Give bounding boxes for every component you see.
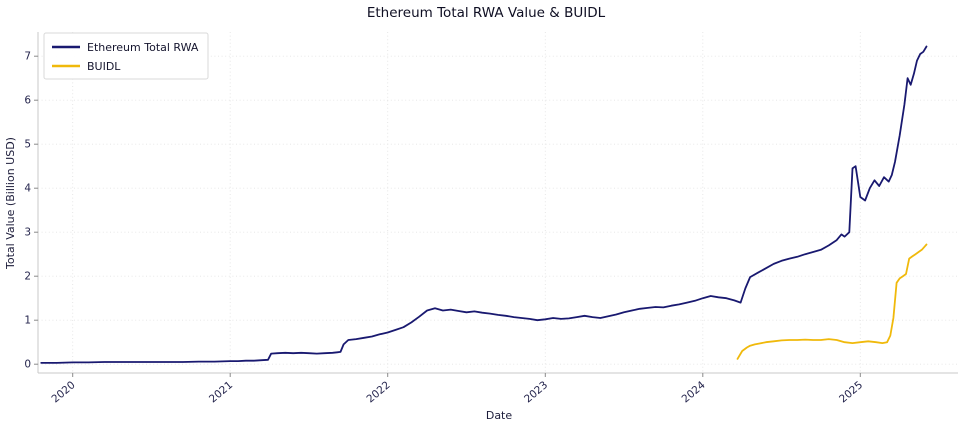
y-tick-label: 0: [24, 359, 31, 371]
legend-label-ethereum-rwa: Ethereum Total RWA: [87, 41, 199, 54]
x-tick-label: 2025: [837, 379, 865, 405]
axes: 0 1 2 3 4 5 6 7 2020 2021 2022 2023 2024 2025: [24, 32, 958, 405]
x-axis-label: Date: [486, 409, 513, 422]
series-line-buidl: [736, 243, 928, 360]
series-line-ethereum-total-rwa: [40, 45, 928, 364]
y-tick-label: 4: [24, 183, 31, 195]
y-tick-label: 7: [24, 51, 31, 63]
x-tick-label: 2021: [207, 379, 235, 405]
legend-box: [43, 32, 209, 80]
x-tick-label: 2022: [364, 379, 392, 405]
gridlines: [38, 32, 958, 373]
y-tick-label: 6: [24, 95, 31, 107]
y-axis-label: Total Value (Billion USD): [4, 137, 17, 270]
series-lines: [40, 45, 928, 364]
legend-label-buidl: BUIDL: [87, 60, 121, 73]
chart-title: Ethereum Total RWA Value & BUIDL: [367, 5, 606, 21]
y-tick-label: 1: [24, 315, 31, 327]
y-tick-label: 2: [24, 271, 31, 283]
x-tick-label: 2020: [49, 379, 77, 405]
x-tick-label: 2024: [680, 379, 708, 406]
y-tick-label: 3: [24, 227, 31, 239]
y-tick-label: 5: [24, 139, 31, 151]
x-tick-label: 2023: [522, 379, 550, 405]
legend: Ethereum Total RWA BUIDL: [43, 32, 209, 80]
